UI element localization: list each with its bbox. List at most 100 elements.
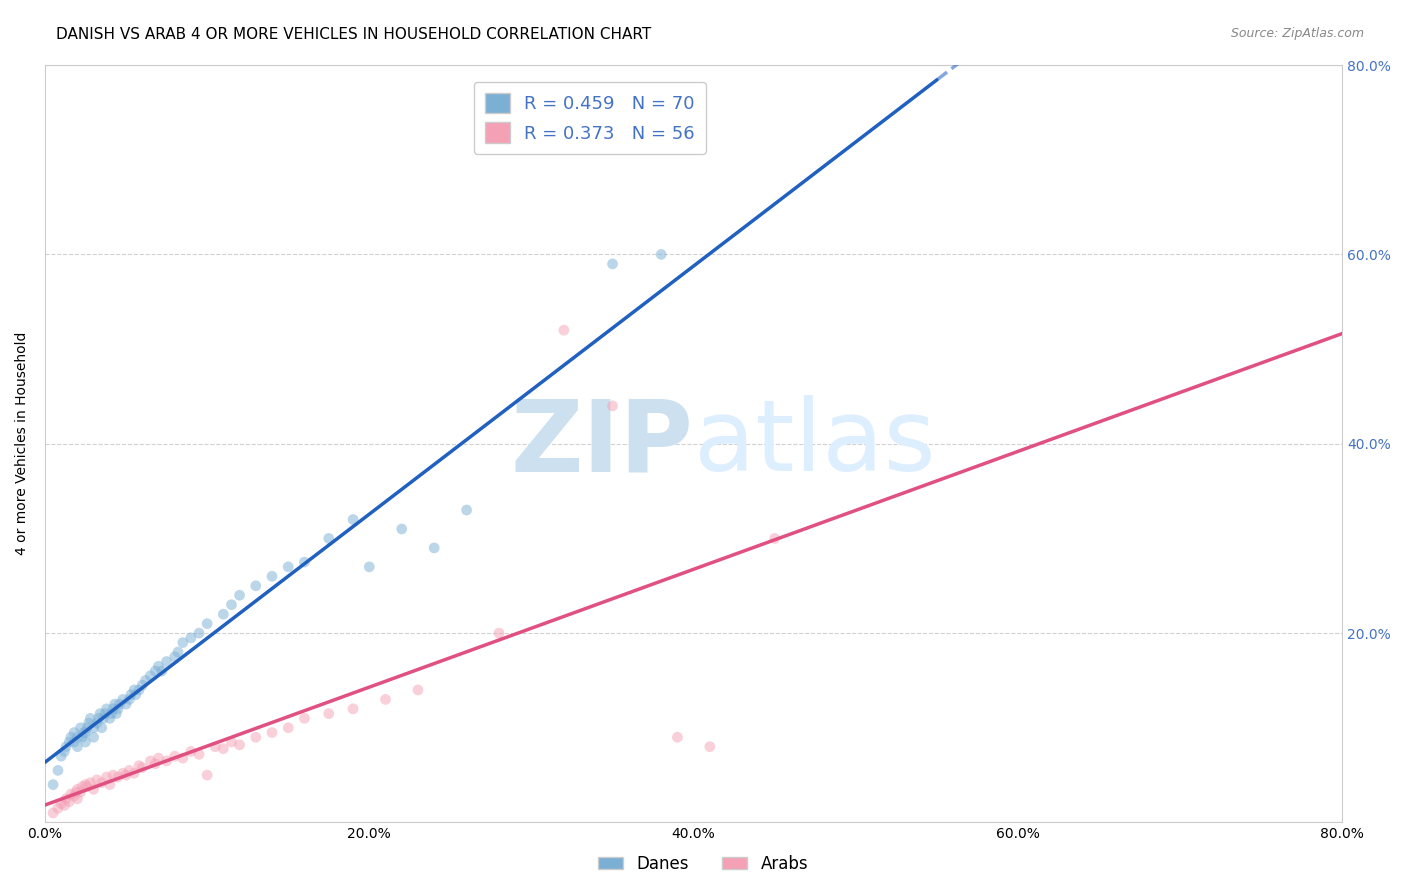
Point [456, 503, 478, 517]
Point [90, 721, 112, 735]
Point [228, 738, 250, 752]
Point [65, 785, 87, 799]
Point [98, 711, 121, 725]
Point [79, 711, 101, 725]
Point [391, 522, 413, 536]
Point [59, 787, 82, 801]
Point [122, 682, 145, 697]
Point [318, 706, 340, 721]
Point [58, 735, 80, 749]
Point [105, 706, 128, 721]
Point [77, 716, 100, 731]
Point [277, 721, 299, 735]
Point [120, 688, 142, 702]
Point [125, 688, 148, 702]
Point [118, 692, 141, 706]
Point [83, 731, 105, 745]
Point [87, 711, 110, 725]
Point [374, 692, 396, 706]
Point [423, 541, 446, 555]
Point [53, 744, 76, 758]
Point [294, 711, 316, 725]
Point [172, 751, 194, 765]
Point [86, 772, 108, 787]
Point [204, 739, 226, 754]
Point [553, 323, 575, 337]
Point [108, 697, 131, 711]
Point [131, 678, 153, 692]
Point [488, 626, 510, 640]
Point [98, 778, 121, 792]
Point [143, 664, 166, 678]
Point [143, 756, 166, 771]
Point [180, 631, 202, 645]
Point [131, 760, 153, 774]
Point [115, 697, 138, 711]
Point [180, 744, 202, 758]
Point [66, 792, 89, 806]
Point [212, 741, 235, 756]
Point [221, 598, 243, 612]
Point [55, 792, 77, 806]
Point [51, 797, 73, 811]
Point [104, 697, 127, 711]
Point [101, 702, 124, 716]
Text: Source: ZipAtlas.com: Source: ZipAtlas.com [1230, 27, 1364, 40]
Point [72, 731, 94, 745]
Point [163, 749, 186, 764]
Point [111, 766, 134, 780]
Point [602, 399, 624, 413]
Point [150, 664, 173, 678]
Point [89, 706, 111, 721]
Point [342, 512, 364, 526]
Point [94, 706, 117, 721]
Point [46, 801, 69, 815]
Point [221, 735, 243, 749]
Point [111, 692, 134, 706]
Point [55, 739, 77, 754]
Point [101, 768, 124, 782]
Point [406, 682, 429, 697]
Point [96, 770, 118, 784]
Point [212, 607, 235, 622]
Point [318, 532, 340, 546]
Point [86, 716, 108, 731]
Point [46, 764, 69, 778]
Point [245, 731, 267, 745]
Point [63, 789, 86, 803]
Point [122, 766, 145, 780]
Point [75, 725, 97, 739]
Point [260, 569, 283, 583]
Point [118, 764, 141, 778]
Point [139, 669, 162, 683]
Text: ZIP: ZIP [510, 395, 693, 492]
Point [66, 739, 89, 754]
Point [93, 711, 115, 725]
Point [51, 749, 73, 764]
Point [76, 721, 98, 735]
Point [83, 782, 105, 797]
Point [79, 775, 101, 789]
Point [107, 702, 129, 716]
Legend: R = 0.459   N = 70, R = 0.373   N = 56: R = 0.459 N = 70, R = 0.373 N = 56 [474, 82, 706, 154]
Text: atlas: atlas [693, 395, 935, 492]
Point [59, 731, 82, 745]
Point [277, 559, 299, 574]
Point [75, 735, 97, 749]
Point [73, 725, 96, 739]
Point [294, 555, 316, 569]
Point [69, 785, 91, 799]
Point [69, 721, 91, 735]
Point [75, 778, 97, 792]
Point [195, 616, 218, 631]
Point [359, 559, 381, 574]
Text: DANISH VS ARAB 4 OR MORE VEHICLES IN HOUSEHOLD CORRELATION CHART: DANISH VS ARAB 4 OR MORE VEHICLES IN HOU… [56, 27, 651, 42]
Y-axis label: 4 or more Vehicles in Household: 4 or more Vehicles in Household [15, 332, 30, 556]
Point [66, 782, 89, 797]
Point [63, 735, 86, 749]
Point [42, 778, 65, 792]
Point [96, 702, 118, 716]
Point [188, 626, 211, 640]
Point [90, 775, 112, 789]
Point [342, 702, 364, 716]
